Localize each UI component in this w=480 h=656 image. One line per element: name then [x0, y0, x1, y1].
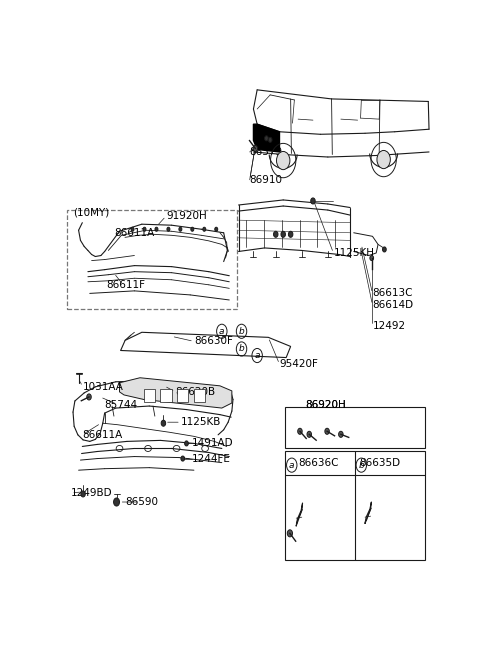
- Text: 91920H: 91920H: [166, 211, 207, 221]
- Text: 1491AD: 1491AD: [192, 438, 234, 449]
- Circle shape: [298, 428, 302, 434]
- Circle shape: [268, 137, 272, 142]
- Text: 86590: 86590: [125, 497, 158, 507]
- Circle shape: [377, 150, 390, 169]
- Text: b: b: [239, 327, 244, 336]
- Circle shape: [281, 232, 286, 237]
- Circle shape: [370, 255, 373, 260]
- Circle shape: [274, 232, 278, 237]
- Text: 86620B: 86620B: [175, 387, 216, 397]
- Circle shape: [167, 227, 170, 232]
- Circle shape: [143, 227, 146, 232]
- Circle shape: [87, 394, 91, 400]
- Circle shape: [161, 420, 166, 426]
- Text: 86611F: 86611F: [107, 280, 145, 290]
- Text: 12492: 12492: [372, 321, 406, 331]
- Polygon shape: [120, 378, 232, 408]
- Text: 1125KB: 1125KB: [181, 417, 221, 427]
- Text: 86379: 86379: [250, 147, 283, 157]
- FancyBboxPatch shape: [194, 390, 205, 402]
- Text: 86920H: 86920H: [305, 400, 346, 409]
- Circle shape: [311, 198, 315, 204]
- Circle shape: [383, 247, 386, 252]
- FancyBboxPatch shape: [285, 451, 424, 560]
- Text: 86611A: 86611A: [83, 430, 122, 440]
- Text: b: b: [359, 461, 364, 470]
- Text: 1125KH: 1125KH: [334, 248, 374, 258]
- Text: 86636C: 86636C: [298, 458, 338, 468]
- Text: a: a: [254, 351, 260, 360]
- Circle shape: [276, 152, 290, 170]
- Circle shape: [288, 232, 293, 237]
- Circle shape: [307, 431, 312, 438]
- Text: 86611A: 86611A: [114, 228, 154, 237]
- Circle shape: [253, 146, 258, 152]
- Polygon shape: [253, 124, 279, 152]
- Text: 95420F: 95420F: [279, 359, 318, 369]
- Circle shape: [338, 431, 343, 438]
- Circle shape: [131, 227, 134, 232]
- Text: 1031AA: 1031AA: [83, 382, 123, 392]
- FancyBboxPatch shape: [285, 407, 424, 449]
- Circle shape: [203, 227, 206, 232]
- Circle shape: [288, 530, 292, 537]
- FancyBboxPatch shape: [160, 390, 171, 402]
- Circle shape: [114, 498, 120, 506]
- Circle shape: [325, 428, 329, 434]
- FancyBboxPatch shape: [67, 210, 237, 308]
- Circle shape: [179, 227, 182, 232]
- Text: b: b: [239, 344, 244, 354]
- Circle shape: [155, 227, 158, 232]
- Circle shape: [191, 227, 194, 232]
- Circle shape: [185, 441, 188, 446]
- Circle shape: [215, 227, 218, 232]
- Circle shape: [181, 456, 185, 461]
- Text: 85744: 85744: [105, 400, 138, 409]
- Text: a: a: [219, 327, 225, 336]
- Circle shape: [264, 136, 268, 141]
- Text: (10MY): (10MY): [73, 207, 109, 218]
- Circle shape: [81, 491, 85, 497]
- Text: 86630F: 86630F: [194, 337, 233, 346]
- Text: 1249BD: 1249BD: [71, 488, 113, 498]
- FancyBboxPatch shape: [177, 390, 188, 402]
- Text: 86910: 86910: [250, 174, 283, 185]
- Text: 86613C: 86613C: [372, 289, 413, 298]
- FancyBboxPatch shape: [144, 390, 155, 402]
- Text: 86614D: 86614D: [372, 300, 414, 310]
- Text: 86920H: 86920H: [305, 400, 346, 409]
- Text: a: a: [289, 461, 295, 470]
- Text: 86635D: 86635D: [360, 458, 401, 468]
- Text: 1244FE: 1244FE: [192, 453, 231, 464]
- Polygon shape: [120, 333, 290, 358]
